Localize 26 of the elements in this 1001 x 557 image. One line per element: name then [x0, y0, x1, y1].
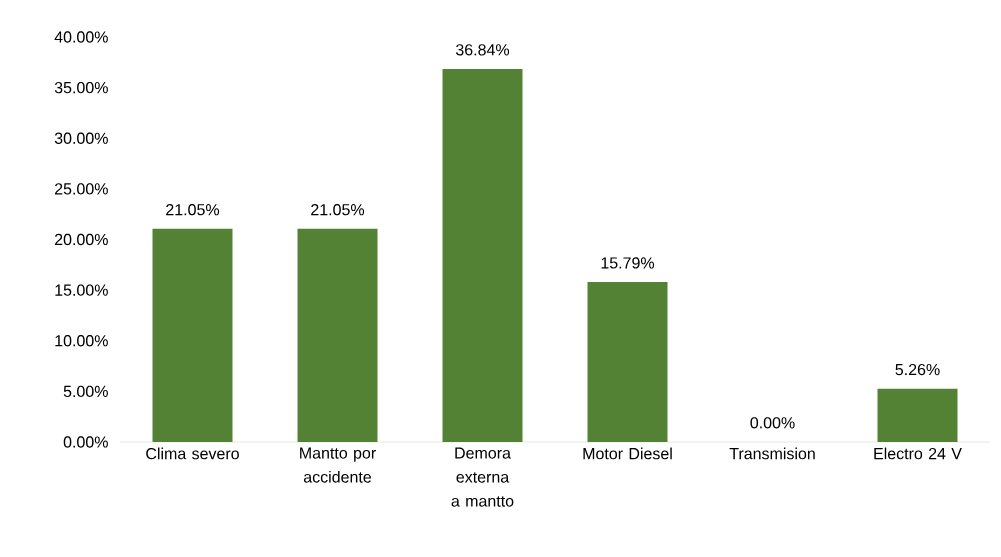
data-label: 36.84%: [455, 44, 510, 56]
data-label: 0.00%: [750, 417, 795, 429]
y-tick-label: 30.00%: [54, 132, 108, 144]
x-tick-label: Mantto por accidente: [300, 447, 376, 483]
data-label: 21.05%: [166, 204, 220, 216]
y-tick-label: 5.00%: [63, 385, 108, 398]
bar: [877, 388, 958, 442]
data-label: 5.26%: [895, 363, 940, 376]
y-tick-label: 10.00%: [55, 335, 108, 347]
y-tick-label: 40.00%: [54, 31, 108, 43]
data-label: 21.05%: [311, 204, 365, 216]
y-tick-label: 20.00%: [55, 233, 108, 246]
bar: [442, 68, 523, 442]
bar: [152, 228, 233, 442]
x-tick-label: Motor Diesel: [583, 447, 672, 460]
data-label: 15.79%: [601, 257, 655, 269]
y-tick-label: 0.00%: [63, 436, 108, 448]
x-tick-label: Transmision: [729, 447, 815, 460]
bar: [587, 282, 668, 442]
y-tick-label: 35.00%: [54, 81, 108, 94]
y-tick-label: 25.00%: [55, 183, 108, 195]
bar: [297, 228, 378, 442]
x-tick-label: Clima severo: [146, 447, 239, 460]
x-tick-label: Electro 24 V: [874, 447, 962, 460]
x-tick-label: Demora externa a mantto: [451, 447, 514, 507]
y-tick-label: 15.00%: [55, 284, 108, 296]
